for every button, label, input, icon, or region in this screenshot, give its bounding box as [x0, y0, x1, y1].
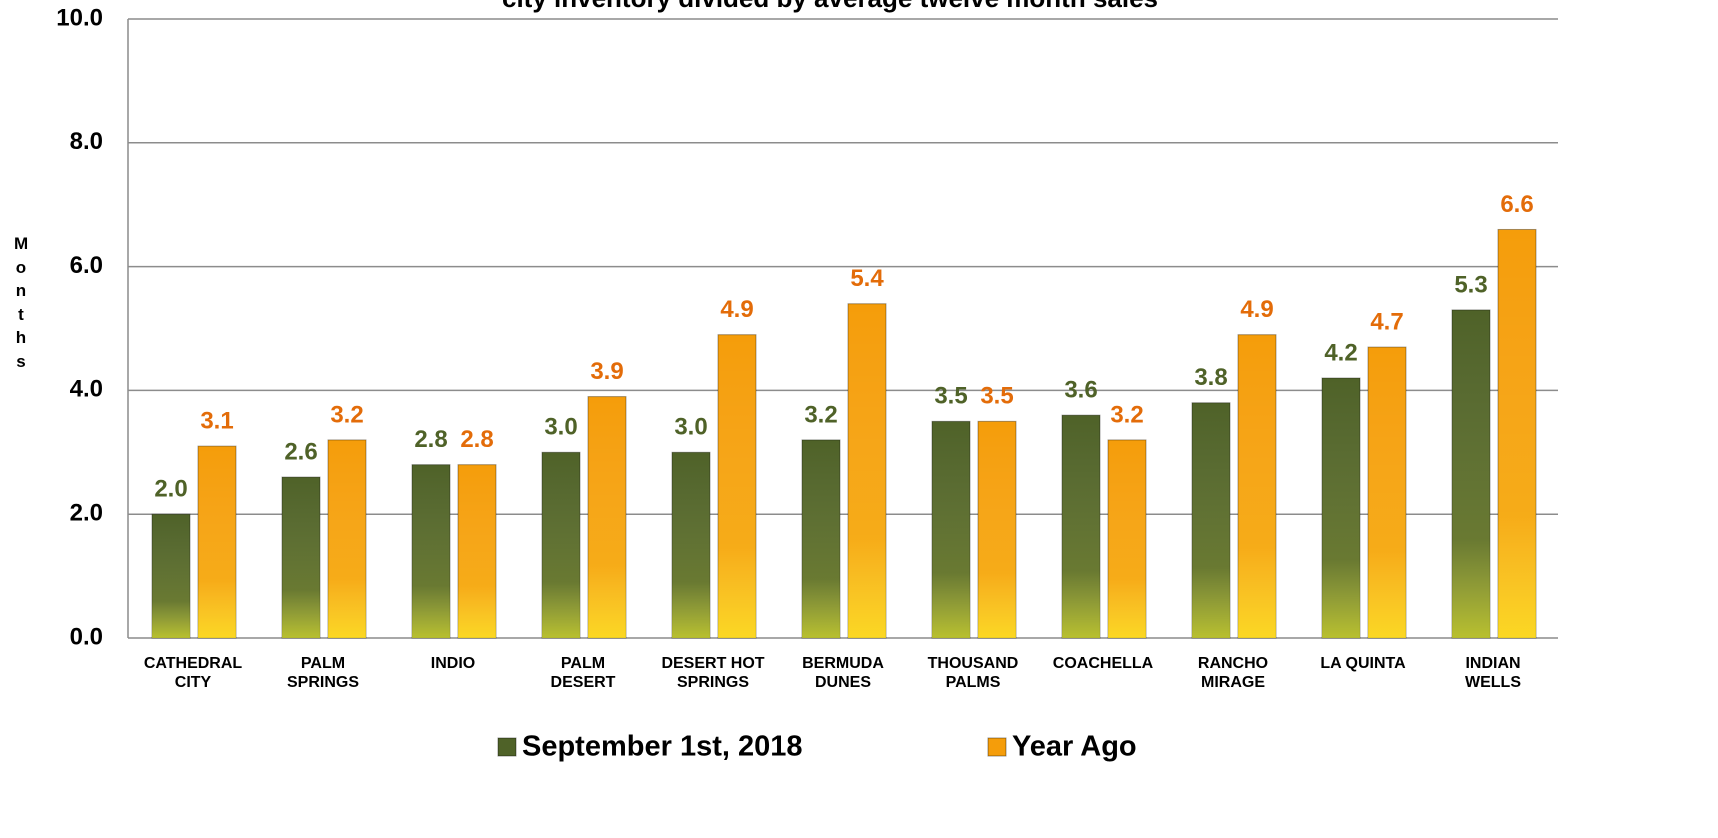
- bar-shine: [1238, 334, 1276, 638]
- x-tick-label: INDIO: [430, 655, 476, 672]
- data-label: 4.7: [1370, 308, 1403, 335]
- data-label: 6.6: [1500, 191, 1533, 218]
- y-axis-label: Months: [14, 234, 29, 371]
- legend-swatch: [497, 737, 517, 757]
- bar-shine: [412, 464, 450, 638]
- bar-shine: [1498, 229, 1536, 638]
- x-tick-label: RANCHO MIRAGE: [1197, 655, 1269, 691]
- bar-shine: [1192, 402, 1230, 638]
- bar-shine: [848, 303, 886, 638]
- data-label: 4.9: [1240, 296, 1273, 323]
- data-label: 2.8: [414, 426, 447, 453]
- x-tick-label: PALM DESERT: [550, 655, 616, 691]
- data-label: 3.5: [980, 383, 1013, 410]
- x-tick-label: COACHELLA: [1052, 655, 1154, 672]
- y-tick-label: 10.0: [56, 4, 103, 31]
- x-tick-label: PALM SPRINGS: [286, 655, 359, 691]
- data-label: 3.5: [934, 383, 967, 410]
- data-label: 4.2: [1324, 339, 1357, 366]
- y-tick-label: 0.0: [70, 623, 103, 650]
- data-label: 3.2: [1110, 401, 1143, 428]
- x-tick-label: BERMUDA DUNES: [802, 655, 884, 691]
- bar-shine: [328, 439, 366, 638]
- data-label: 2.0: [154, 476, 187, 503]
- data-label: 3.1: [200, 407, 233, 434]
- bar-shine: [152, 514, 190, 638]
- legend-label: September 1st, 2018: [522, 731, 802, 763]
- y-tick-label: 8.0: [70, 128, 103, 155]
- data-label: 3.8: [1194, 364, 1227, 391]
- bar-shine: [802, 439, 840, 638]
- data-label: 3.2: [804, 401, 837, 428]
- bar-shine: [1452, 309, 1490, 638]
- y-tick-label: 6.0: [70, 252, 103, 279]
- data-label: 4.9: [720, 296, 753, 323]
- y-tick-label: 2.0: [70, 500, 103, 527]
- data-label: 2.6: [284, 438, 317, 465]
- data-label: 2.8: [460, 426, 493, 453]
- chart-title: city inventory divided by average twelve…: [502, 0, 1158, 13]
- bar-shine: [1322, 378, 1360, 638]
- x-tick-label: CATHEDRAL CITY: [143, 655, 243, 691]
- x-tick-label: DESERT HOT SPRINGS: [661, 655, 765, 691]
- bar-shine: [1368, 347, 1406, 638]
- bar-shine: [718, 334, 756, 638]
- bar-shine: [672, 452, 710, 638]
- data-label: 5.3: [1454, 271, 1487, 298]
- bar-shine: [1108, 439, 1146, 638]
- bar-shine: [282, 477, 320, 638]
- x-tick-label: THOUSAND PALMS: [927, 655, 1019, 691]
- legend-label: Year Ago: [1012, 731, 1137, 763]
- bar-shine: [932, 421, 970, 638]
- x-tick-label: LA QUINTA: [1320, 655, 1406, 672]
- data-label: 3.0: [674, 414, 707, 441]
- bar-shine: [1062, 415, 1100, 638]
- data-label: 3.9: [590, 358, 623, 385]
- data-label: 5.4: [850, 265, 884, 292]
- y-tick-label: 4.0: [70, 376, 103, 403]
- data-label: 3.0: [544, 414, 577, 441]
- legend-swatch: [987, 737, 1007, 757]
- bar-shine: [458, 464, 496, 638]
- data-label: 3.2: [330, 401, 363, 428]
- bar-shine: [198, 446, 236, 638]
- bar-shine: [978, 421, 1016, 638]
- data-label: 3.6: [1064, 377, 1097, 404]
- bar-shine: [588, 396, 626, 638]
- bar-shine: [542, 452, 580, 638]
- x-tick-label: INDIAN WELLS: [1465, 655, 1521, 691]
